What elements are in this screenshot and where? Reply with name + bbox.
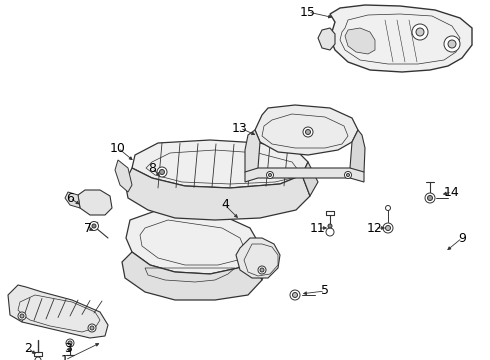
Circle shape (90, 326, 94, 330)
Polygon shape (8, 285, 108, 338)
Polygon shape (236, 238, 280, 278)
Polygon shape (252, 242, 268, 280)
Circle shape (383, 223, 393, 233)
Polygon shape (318, 28, 335, 50)
Circle shape (448, 40, 456, 48)
Circle shape (293, 292, 297, 297)
Polygon shape (126, 210, 258, 274)
Circle shape (290, 290, 300, 300)
Circle shape (88, 324, 96, 332)
Circle shape (90, 221, 98, 230)
Text: 11: 11 (310, 221, 326, 234)
Polygon shape (345, 28, 375, 54)
Circle shape (425, 193, 435, 203)
Circle shape (269, 174, 271, 176)
Text: 14: 14 (444, 185, 460, 198)
Circle shape (386, 225, 391, 230)
Text: 12: 12 (367, 221, 383, 234)
Circle shape (20, 314, 24, 318)
Circle shape (305, 130, 311, 135)
Text: 1: 1 (61, 354, 69, 360)
Circle shape (326, 228, 334, 236)
Polygon shape (132, 140, 308, 188)
Polygon shape (255, 105, 358, 155)
Circle shape (412, 24, 428, 40)
Polygon shape (122, 252, 262, 300)
Circle shape (160, 170, 165, 175)
Text: 13: 13 (232, 122, 248, 135)
Polygon shape (245, 130, 260, 175)
Circle shape (92, 224, 96, 228)
Circle shape (444, 36, 460, 52)
Polygon shape (245, 168, 364, 182)
Circle shape (66, 339, 74, 347)
Text: 2: 2 (24, 342, 32, 355)
Text: 7: 7 (84, 221, 92, 234)
Polygon shape (78, 190, 112, 215)
Text: 8: 8 (148, 162, 156, 175)
Text: 15: 15 (300, 5, 316, 18)
Polygon shape (330, 5, 472, 72)
Text: 3: 3 (64, 342, 72, 355)
Circle shape (328, 224, 332, 228)
Circle shape (157, 167, 167, 177)
Circle shape (68, 341, 72, 345)
Circle shape (303, 127, 313, 137)
Polygon shape (302, 162, 318, 196)
Circle shape (18, 312, 26, 320)
Circle shape (427, 195, 433, 201)
Circle shape (35, 357, 41, 360)
Text: 4: 4 (221, 198, 229, 211)
Text: 5: 5 (321, 284, 329, 297)
Circle shape (258, 266, 266, 274)
Text: 9: 9 (458, 231, 466, 244)
Text: 10: 10 (110, 141, 126, 154)
Polygon shape (350, 130, 365, 175)
Circle shape (260, 268, 264, 272)
Circle shape (416, 28, 424, 36)
Circle shape (386, 206, 391, 211)
Polygon shape (125, 168, 310, 220)
Circle shape (267, 171, 273, 179)
Text: 6: 6 (66, 192, 74, 204)
Polygon shape (65, 192, 80, 208)
Polygon shape (115, 160, 132, 192)
Circle shape (346, 174, 349, 176)
Circle shape (344, 171, 351, 179)
